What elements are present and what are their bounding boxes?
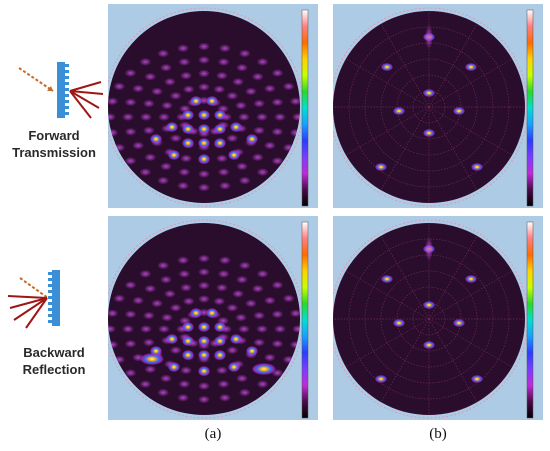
backward-grating-diagram — [0, 266, 100, 336]
transmitted-rays — [69, 81, 104, 119]
forward-label-line1: Forward — [28, 128, 80, 143]
plot-forward-dense — [108, 4, 318, 208]
grating-body — [57, 62, 65, 118]
colorbar — [301, 9, 309, 207]
grating-teeth — [65, 64, 69, 115]
backward-label-line1: Backward — [23, 345, 85, 360]
intensity-pattern — [108, 254, 300, 404]
forward-label-line2: Transmission — [12, 145, 96, 160]
polar-disk — [108, 11, 300, 203]
colorbar — [526, 221, 534, 419]
forward-transmission-label: Forward Transmission — [0, 127, 108, 161]
backward-grating-icon — [7, 270, 60, 329]
polar-disk — [108, 223, 300, 415]
polar-intensity-plot — [333, 7, 534, 207]
polar-intensity-plot — [108, 219, 309, 419]
plot-backward-dense — [108, 216, 318, 420]
polar-intensity-plot — [108, 7, 309, 207]
incident-ray — [18, 67, 54, 92]
grating-body — [52, 270, 60, 326]
plot-forward-sparse — [333, 4, 543, 208]
plot-backward-sparse — [333, 216, 543, 420]
caption-b: (b) — [429, 426, 447, 442]
intensity-pattern — [333, 11, 525, 203]
intensity-pattern — [333, 223, 525, 415]
forward-grating-diagram — [15, 58, 107, 128]
colorbar — [526, 9, 534, 207]
polar-intensity-plot — [333, 219, 534, 419]
caption-a: (a) — [204, 426, 222, 442]
backward-reflection-label: Backward Reflection — [0, 344, 108, 378]
incident-ray — [19, 277, 49, 299]
incident-arrowhead — [47, 86, 53, 91]
grating-teeth — [48, 272, 52, 323]
forward-grating-icon — [18, 62, 104, 119]
colorbar — [301, 221, 309, 419]
intensity-pattern — [108, 42, 300, 192]
backward-label-line2: Reflection — [22, 362, 86, 377]
reflected-rays — [7, 295, 48, 329]
